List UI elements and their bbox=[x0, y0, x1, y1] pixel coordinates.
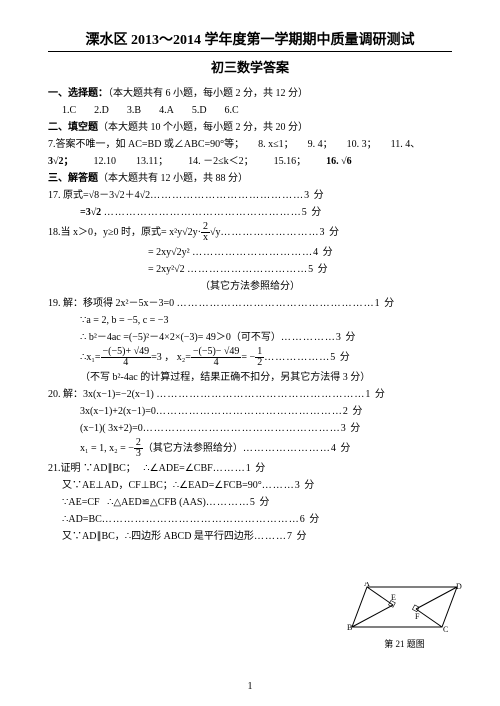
svg-text:E: E bbox=[391, 593, 396, 602]
q19-d: ∴x₁=−(−5)+ √494=3 ， x₂=−(−5)− √494= −12…… bbox=[48, 347, 452, 368]
svg-text:D: D bbox=[456, 582, 462, 591]
q21-e: 又∵AD∥BC，∴四边形 ABCD 是平行四边形………7 分 bbox=[48, 529, 452, 544]
section2-header: 二、填空题（本大题共 10 个小题，每小题 2 分，共 20 分） bbox=[48, 120, 452, 135]
svg-text:A: A bbox=[364, 582, 370, 588]
svg-text:F: F bbox=[415, 612, 420, 621]
title-sub: 初三数学答案 bbox=[48, 58, 452, 78]
q21-c: ∵AE=CF ∴△AED≌△CFB (AAS)…………5 分 bbox=[48, 495, 452, 510]
page-number: 1 bbox=[0, 679, 500, 694]
q21-diagram: AD BC EF 第 21 题图 bbox=[347, 582, 462, 652]
q21-d: ∴AD=BC………………………………………………6 分 bbox=[48, 512, 452, 527]
q19-b: ∵a = 2, b = −5, c = −3 bbox=[48, 313, 452, 328]
q20-c: (x−1)( 3x+2)=0………………………………………………3 分 bbox=[48, 421, 452, 436]
q18-b: = 2xy√2y² ……………………………4 分 bbox=[48, 245, 452, 260]
q19-e: （不写 b²-4ac 的计算过程，结果正确不扣分，另其它方法得 3 分） bbox=[48, 370, 452, 385]
q18-note: （其它方法参照给分） bbox=[48, 279, 452, 294]
section3-header: 三、解答题（本大题共有 12 小题，共 88 分） bbox=[48, 171, 452, 186]
q20-b: 3x(x−1)+2(x−1)=0……………………………………………2 分 bbox=[48, 404, 452, 419]
q17-b: =3√2 ………………………………………………5 分 bbox=[48, 205, 452, 220]
q18-a: 18.当 x＞0，y≥0 时，原式= x²y√2y·2x√y………………………3… bbox=[48, 222, 452, 243]
fill-line2: 3√2；12.1013.11；14. －2≤k＜2；15.16；16. √6 bbox=[48, 154, 452, 169]
q19-c: ∴ b²－4ac =(−5)²－4×2×(−3)= 49＞0（可不写）……………… bbox=[48, 330, 452, 345]
svg-text:B: B bbox=[347, 623, 352, 632]
title-main: 溧水区 2013～2014 学年度第一学期期中质量调研测试 bbox=[48, 30, 452, 52]
svg-text:C: C bbox=[443, 625, 448, 634]
q20-a: 20. 解：3x(x−1)=−2(x−1) ………………………………………………… bbox=[48, 387, 452, 402]
q21-b: 又∵AE⊥AD，CF⊥BC；∴∠EAD=∠FCB=90°………3 分 bbox=[48, 478, 452, 493]
q20-d: x₁ = 1, x₂ = −23（其它方法参照给分）……………………4 分 bbox=[48, 438, 452, 459]
section1-header: 一、选择题：（本大题共有 6 小题，每小题 2 分，共 12 分） bbox=[48, 86, 452, 101]
fill-line1: 7.答案不唯一，如 AC=BD 或∠ABC=90°等；8. x≤1；9. 4；1… bbox=[48, 137, 452, 152]
q18-c: = 2xy²√2 ……………………………5 分 bbox=[48, 262, 452, 277]
q19-a: 19. 解：移项得 2x²－5x－3=0 ………………………………………………1… bbox=[48, 296, 452, 311]
q17-a: 17. 原式=√8－3√2＋4√2……………………………………3 分 bbox=[48, 188, 452, 203]
mc-answers: 1.C2.D3.B4.A5.D6.C bbox=[48, 103, 452, 118]
q21-a: 21.证明 ∵AD∥BC； ∴∠ADE=∠CBF………1 分 bbox=[48, 461, 452, 476]
